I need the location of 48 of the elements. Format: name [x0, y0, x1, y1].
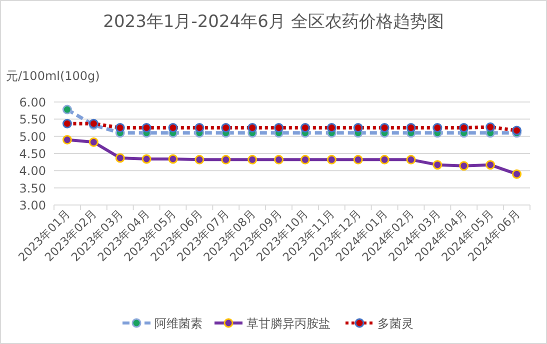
point — [380, 154, 390, 164]
point — [168, 123, 178, 132]
point — [353, 123, 363, 132]
point — [248, 123, 258, 132]
legend-label: 多菌灵 — [378, 316, 414, 330]
point — [194, 154, 204, 164]
chart-title: 2023年1月-2024年6月 全区农药价格趋势图 — [103, 12, 444, 32]
point — [406, 123, 416, 132]
point — [62, 104, 72, 114]
y-tick-label: 3.00 — [19, 198, 46, 212]
point — [115, 153, 125, 163]
point — [486, 122, 496, 132]
point — [326, 154, 336, 164]
point — [62, 118, 72, 128]
y-tick-label: 5.00 — [19, 130, 46, 144]
point — [486, 160, 496, 170]
y-tick-label: 6.00 — [19, 96, 46, 110]
point — [274, 154, 284, 164]
y-axis-title: 元/100ml(100g) — [6, 69, 100, 83]
point — [62, 135, 72, 145]
point — [300, 154, 310, 164]
point — [115, 123, 125, 132]
y-tick-label: 4.50 — [19, 147, 46, 161]
point — [248, 154, 258, 164]
point — [168, 154, 178, 164]
legend-label: 阿维菌素 — [154, 316, 202, 330]
point — [88, 137, 98, 147]
point — [300, 123, 310, 132]
point — [432, 123, 442, 132]
point — [459, 123, 469, 132]
point — [380, 123, 390, 132]
y-tick-label: 5.50 — [19, 112, 46, 127]
point — [221, 123, 231, 132]
y-tick-label: 3.50 — [19, 181, 46, 196]
point — [221, 154, 231, 164]
point — [406, 154, 416, 164]
point — [326, 123, 336, 132]
point — [142, 154, 152, 164]
legend-label: 草甘膦异丙胺盐 — [246, 316, 330, 330]
point — [459, 161, 469, 171]
point — [194, 123, 204, 132]
point — [353, 154, 363, 164]
point — [432, 160, 442, 170]
point — [512, 126, 522, 136]
y-tick-label: 4.00 — [19, 164, 46, 178]
point — [512, 169, 522, 179]
point — [142, 123, 152, 132]
point — [274, 123, 284, 132]
